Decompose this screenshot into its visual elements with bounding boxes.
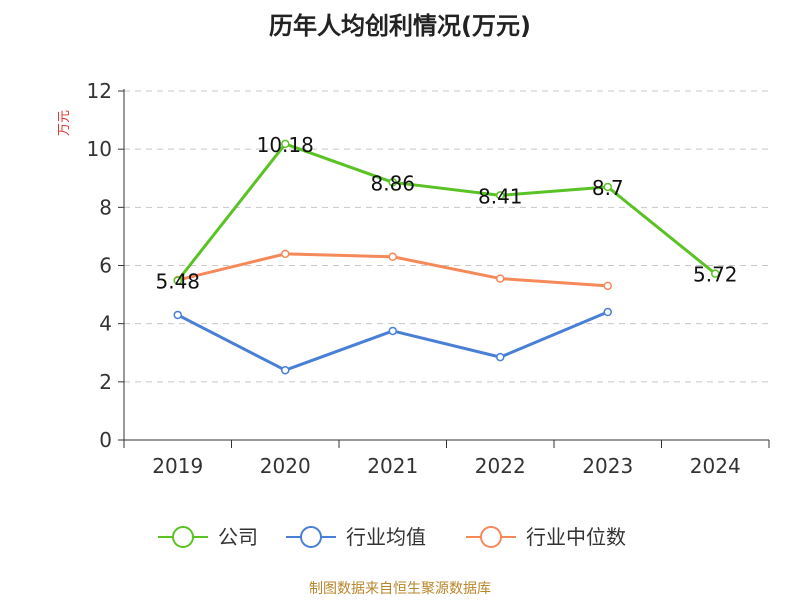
series-line-1 <box>176 142 717 282</box>
data-point <box>496 274 505 283</box>
data-point <box>281 249 290 259</box>
data-point <box>173 276 182 285</box>
x-tick-label: 2024 <box>690 454 741 478</box>
x-tick-label: 2021 <box>367 454 418 478</box>
chart-title: 历年人均创利情况(万元) <box>269 12 531 40</box>
y-tick-label: 4 <box>99 312 112 336</box>
x-tick-label: 2023 <box>582 454 633 478</box>
x-tick-label: 2019 <box>152 454 203 478</box>
data-label: 5.72 <box>693 263 738 287</box>
x-tick-label: 2020 <box>260 454 311 478</box>
series-line-2 <box>177 310 609 372</box>
data-point <box>603 182 612 192</box>
data-point <box>281 365 290 375</box>
y-tick-label: 8 <box>99 195 112 219</box>
y-tick-label: 2 <box>99 370 112 394</box>
legend-label: 公司 <box>218 525 258 549</box>
data-point <box>603 307 612 317</box>
y-tick-label: 10 <box>87 137 112 161</box>
y-axis-label: 万元 <box>57 110 72 136</box>
data-label: 8.41 <box>478 184 523 208</box>
data-point <box>173 310 182 320</box>
source-footer: 制图数据来自恒生聚源数据库 <box>309 581 491 597</box>
data-point <box>603 281 612 291</box>
legend-marker <box>300 526 322 548</box>
legend-marker <box>480 526 502 548</box>
legend-marker <box>172 526 194 548</box>
data-point <box>388 326 397 336</box>
y-tick-label: 0 <box>99 428 112 452</box>
data-point <box>281 139 290 149</box>
legend-label: 行业均值 <box>346 525 426 549</box>
legend-label: 行业中位数 <box>526 525 626 549</box>
y-tick-label: 6 <box>99 254 112 278</box>
x-tick-label: 2022 <box>475 454 526 478</box>
data-label: 8.7 <box>592 176 624 200</box>
data-label: 8.86 <box>370 171 415 195</box>
data-label: 5.48 <box>155 270 200 294</box>
data-point <box>496 352 505 362</box>
data-point <box>388 252 397 262</box>
data-point <box>388 178 397 187</box>
data-point <box>711 269 720 278</box>
y-tick-label: 12 <box>87 79 112 103</box>
data-label: 10.18 <box>257 133 314 157</box>
data-point <box>496 191 505 200</box>
